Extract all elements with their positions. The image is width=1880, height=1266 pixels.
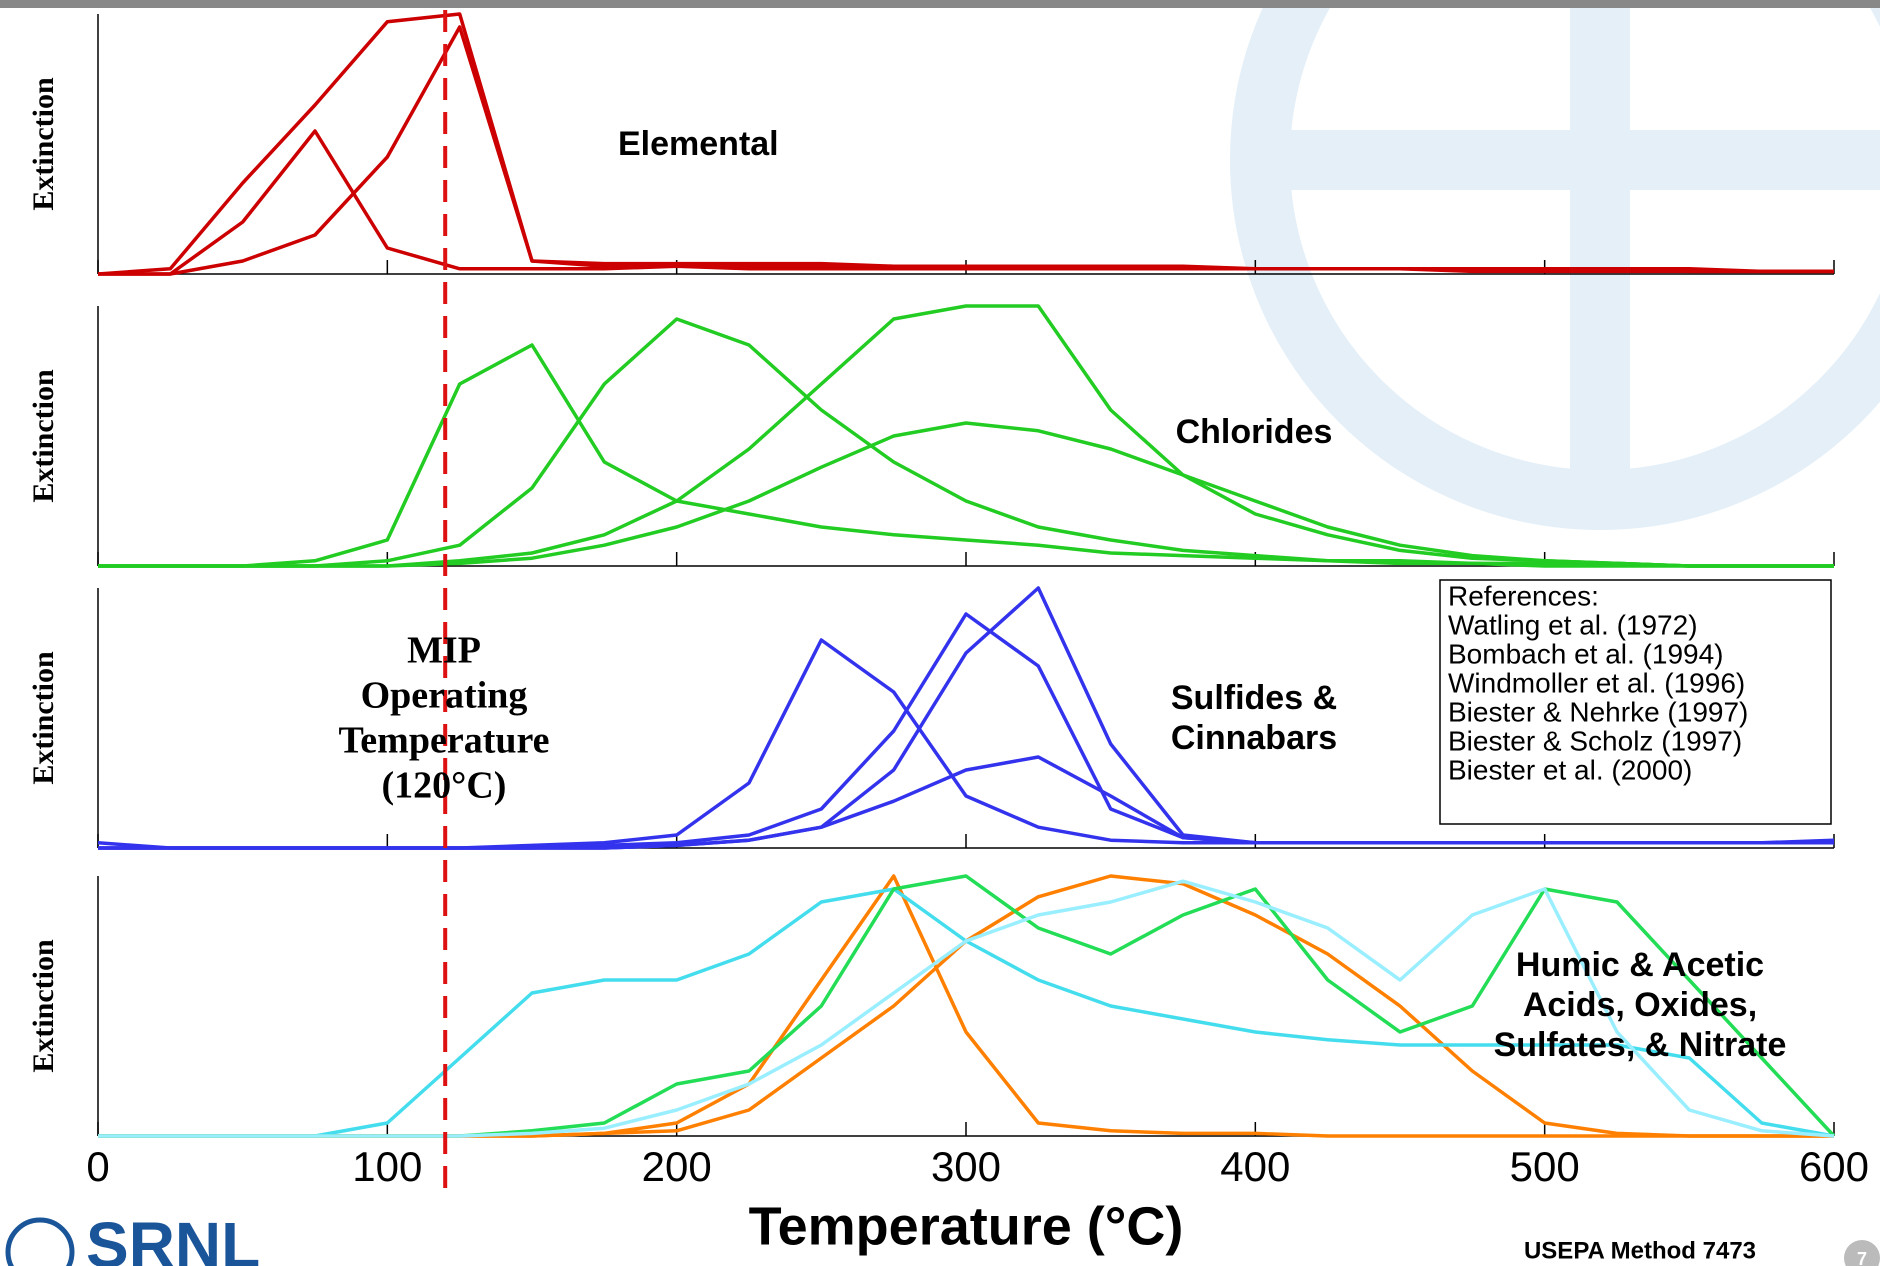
y-axis-label: Extinction — [27, 77, 60, 211]
annotation: Cinnabars — [1171, 719, 1337, 757]
reference-item: Bombach et al. (1994) — [1448, 638, 1724, 669]
reference-label: Operating — [361, 675, 528, 717]
y-axis-label: Extinction — [27, 651, 60, 785]
y-axis-label: Extinction — [27, 939, 60, 1073]
annotation: Sulfates, & Nitrate — [1494, 1026, 1787, 1064]
series-line — [98, 317, 1834, 568]
x-tick-label: 400 — [1220, 1143, 1290, 1190]
series-line — [98, 879, 1835, 1138]
reference-item: References: — [1448, 580, 1599, 611]
annotation: Acids, Oxides, — [1523, 986, 1757, 1024]
series-line — [98, 343, 1834, 568]
page-badge — [1844, 1240, 1880, 1266]
page-number: 7 — [1857, 1249, 1867, 1266]
logo-globe — [5, 1217, 75, 1266]
series-line — [98, 421, 1834, 568]
top-bar — [0, 0, 1880, 8]
reference-label: (120°C) — [382, 765, 507, 807]
watermark — [1230, 0, 1880, 530]
annotation: Chlorides — [1176, 413, 1333, 451]
logo-text: SRNL — [86, 1209, 260, 1266]
x-axis-title: Temperature (°C) — [749, 1196, 1184, 1256]
x-tick-label: 600 — [1799, 1143, 1869, 1190]
y-axis-label: Extinction — [27, 369, 60, 503]
reference-item: Biester & Scholz (1997) — [1448, 725, 1742, 756]
reference-item: Watling et al. (1972) — [1448, 609, 1698, 640]
reference-item: Biester & Nehrke (1997) — [1448, 696, 1748, 727]
reference-item: Windmoller et al. (1996) — [1448, 667, 1745, 698]
footer-note: USEPA Method 7473 — [1524, 1237, 1756, 1264]
annotation: Sulfides & — [1171, 679, 1337, 717]
annotation: Humic & Acetic — [1516, 946, 1764, 984]
x-tick-label: 100 — [352, 1143, 422, 1190]
annotation: Elemental — [618, 125, 779, 163]
reference-item: Biester et al. (2000) — [1448, 754, 1692, 785]
x-tick-label: 500 — [1510, 1143, 1580, 1190]
x-tick-label: 300 — [931, 1143, 1001, 1190]
reference-label: Temperature — [338, 720, 549, 762]
references-box — [1439, 579, 1832, 825]
series-line — [98, 755, 1834, 850]
reference-label: MIP — [407, 630, 481, 672]
series-line — [98, 25, 1834, 276]
series-line — [98, 129, 1834, 276]
logo: SRNL — [5, 1209, 260, 1266]
x-tick-label: 200 — [642, 1143, 712, 1190]
x-tick-label: 0 — [86, 1143, 109, 1190]
